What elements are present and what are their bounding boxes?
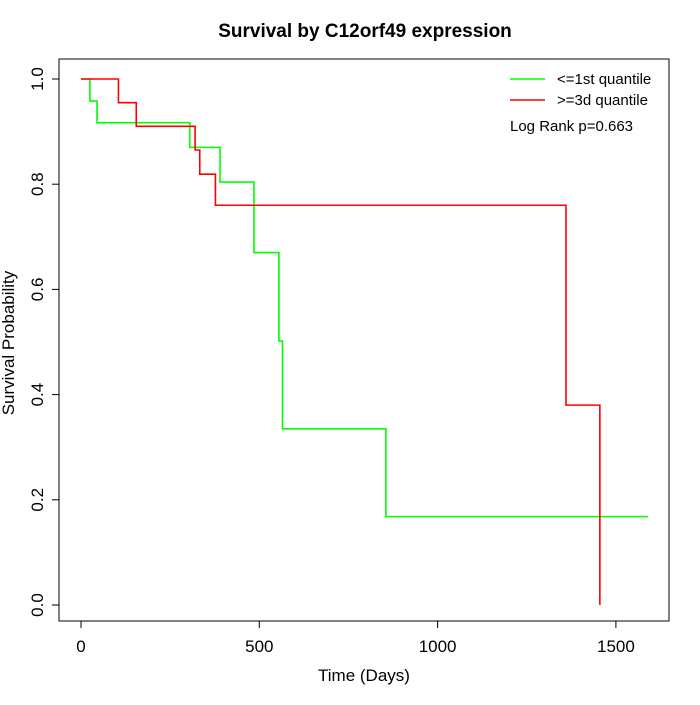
y-tick-label: 0.8 [28,172,47,196]
y-tick-label: 0.4 [28,383,47,407]
y-axis-label: Survival Probability [0,270,18,415]
x-tick-label: 1000 [419,637,457,656]
y-tick-label: 0.6 [28,278,47,302]
legend-label-high: >=3d quantile [557,92,648,109]
x-axis: 0 500 1000 1500 [76,620,635,656]
series-layer [81,78,648,605]
survival-curve-high [81,78,601,605]
chart-title: Survival by C12orf49 expression [218,21,512,42]
legend: <=1st quantile >=3d quantile [510,71,651,109]
x-tick-label: 0 [76,637,85,656]
survival-curve-low [81,78,648,518]
x-axis-label: Time (Days) [318,666,410,685]
log-rank-annotation: Log Rank p=0.663 [510,118,633,135]
y-tick-label: 0.0 [28,593,47,617]
legend-label-low: <=1st quantile [557,71,651,88]
y-tick-label: 1.0 [28,67,47,91]
y-tick-label: 0.2 [28,488,47,512]
x-tick-label: 1500 [597,637,635,656]
y-axis: 0.0 0.2 0.4 0.6 0.8 1.0 [28,67,60,617]
x-tick-label: 500 [245,637,273,656]
